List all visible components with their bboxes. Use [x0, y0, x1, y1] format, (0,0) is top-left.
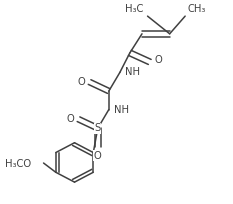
- Text: O: O: [66, 114, 74, 124]
- Text: CH₃: CH₃: [188, 4, 206, 14]
- Text: H₃C: H₃C: [125, 4, 143, 14]
- Text: O: O: [77, 77, 85, 87]
- Text: NH: NH: [125, 67, 140, 77]
- Text: NH: NH: [114, 105, 129, 115]
- Text: S: S: [95, 123, 101, 133]
- Text: H₃CO: H₃CO: [5, 159, 31, 169]
- Text: O: O: [154, 55, 162, 65]
- Text: O: O: [94, 151, 102, 161]
